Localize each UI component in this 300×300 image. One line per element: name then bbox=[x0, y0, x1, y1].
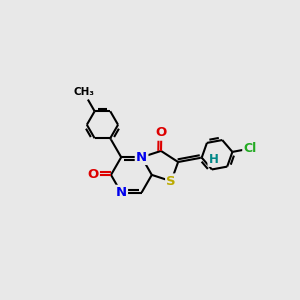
Text: Cl: Cl bbox=[244, 142, 257, 155]
Text: CH₃: CH₃ bbox=[73, 87, 94, 97]
Text: O: O bbox=[87, 168, 99, 182]
Text: H: H bbox=[209, 153, 218, 166]
Text: N: N bbox=[116, 186, 127, 199]
Text: O: O bbox=[156, 126, 167, 140]
Text: N: N bbox=[136, 151, 147, 164]
Text: S: S bbox=[167, 175, 176, 188]
